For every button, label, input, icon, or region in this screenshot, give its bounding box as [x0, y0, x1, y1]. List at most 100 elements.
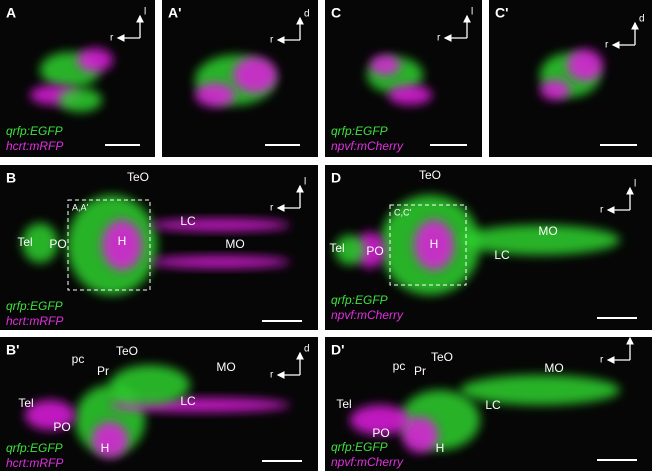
fluorescence: [102, 220, 142, 270]
legend-text: hcrt:mRFP: [6, 456, 63, 470]
axis-label: r: [605, 40, 609, 51]
region-label: LC: [180, 394, 196, 408]
region-label: Tel: [329, 241, 344, 255]
region-label: Tel: [18, 396, 33, 410]
axis-label: d: [304, 344, 310, 355]
region-label: MO: [225, 237, 244, 251]
panel-label: D: [331, 170, 341, 186]
axis-label: r: [270, 370, 274, 381]
panel-label: D': [331, 342, 344, 358]
legend-text: npvf:mCherry: [331, 308, 404, 322]
region-label: Tel: [17, 235, 32, 249]
legend-text: qrfp:EGFP: [6, 299, 63, 313]
fluorescence: [350, 405, 410, 435]
panel: C' d r: [489, 0, 652, 157]
fluorescence: [22, 223, 58, 263]
region-label: MO: [544, 361, 563, 375]
region-label: Tel: [336, 397, 351, 411]
axis-label: l: [144, 7, 146, 18]
fluorescence: [370, 55, 400, 75]
region-label: PO: [372, 426, 389, 440]
panel-label: A: [6, 5, 16, 21]
region-label: MO: [216, 360, 235, 374]
fluorescence: [195, 83, 235, 107]
zoom-box: [67, 199, 151, 291]
fluorescence: [58, 88, 102, 112]
region-label: MO: [538, 224, 557, 238]
fluorescence: [335, 235, 365, 265]
region-label: pc: [393, 359, 406, 373]
legend-text: qrfp:EGFP: [6, 124, 63, 138]
axis-label: r: [437, 33, 441, 44]
fluorescence: [402, 417, 438, 453]
axis-label: r: [600, 355, 604, 366]
fluorescence: [540, 80, 570, 100]
axis-label: l: [471, 7, 473, 18]
legend-text: npvf:mCherry: [331, 455, 404, 469]
region-label: LC: [485, 398, 501, 412]
fluorescence: [567, 49, 603, 81]
axis-label: r: [270, 35, 274, 46]
axis-label: d: [304, 9, 310, 20]
legend-text: qrfp:EGFP: [6, 441, 63, 455]
axis-label: r: [110, 33, 114, 44]
panel: A' d r: [162, 0, 318, 157]
fluorescence: [355, 232, 385, 268]
panel-background: [325, 337, 652, 471]
legend-text: hcrt:mRFP: [6, 314, 63, 328]
region-label: TeO: [431, 350, 453, 364]
fluorescence: [25, 400, 75, 430]
axis-label: r: [600, 205, 604, 216]
legend-text: qrfp:EGFP: [331, 293, 388, 307]
region-label: TeO: [127, 170, 149, 184]
zoom-box: [389, 204, 467, 286]
axis-label: r: [270, 203, 274, 214]
zoom-box-label: A,A': [72, 202, 89, 212]
region-label: PO: [49, 237, 66, 251]
region-label: H: [436, 441, 445, 455]
legend-text: qrfp:EGFP: [331, 440, 388, 454]
zoom-box-label: C,C': [394, 207, 411, 217]
region-label: Pr: [97, 364, 109, 378]
panel-label: B: [6, 170, 16, 186]
fluorescence: [77, 48, 113, 72]
region-label: Pr: [414, 364, 426, 378]
fluorescence: [460, 375, 620, 405]
fluorescence: [388, 85, 432, 105]
legend-text: qrfp:EGFP: [331, 124, 388, 138]
panel-label: B': [6, 342, 19, 358]
fluorescence: [110, 365, 190, 405]
panel-label: A': [168, 5, 181, 21]
axis-label: d: [639, 14, 645, 25]
region-label: H: [101, 441, 110, 455]
region-label: LC: [180, 214, 196, 228]
fluorescence: [414, 220, 454, 270]
axis-label: l: [304, 177, 306, 188]
fluorescence: [233, 57, 277, 93]
fluorescence: [460, 225, 620, 255]
legend-text: hcrt:mRFP: [6, 139, 63, 153]
fluorescence: [150, 256, 290, 268]
region-label: H: [430, 237, 439, 251]
region-label: pc: [72, 352, 85, 366]
region-label: H: [118, 234, 127, 248]
region-label: LC: [494, 248, 510, 262]
fluorescence: [92, 422, 128, 458]
axis-label: d: [634, 329, 640, 340]
legend-text: npvf:mCherry: [331, 139, 404, 153]
panel-label: C': [495, 5, 508, 21]
axis-label: l: [634, 179, 636, 190]
region-label: TeO: [419, 168, 441, 182]
region-label: PO: [366, 244, 383, 258]
panel-label: C: [331, 5, 341, 21]
region-label: TeO: [116, 344, 138, 358]
fluorescence: [150, 219, 290, 231]
region-label: PO: [53, 420, 70, 434]
